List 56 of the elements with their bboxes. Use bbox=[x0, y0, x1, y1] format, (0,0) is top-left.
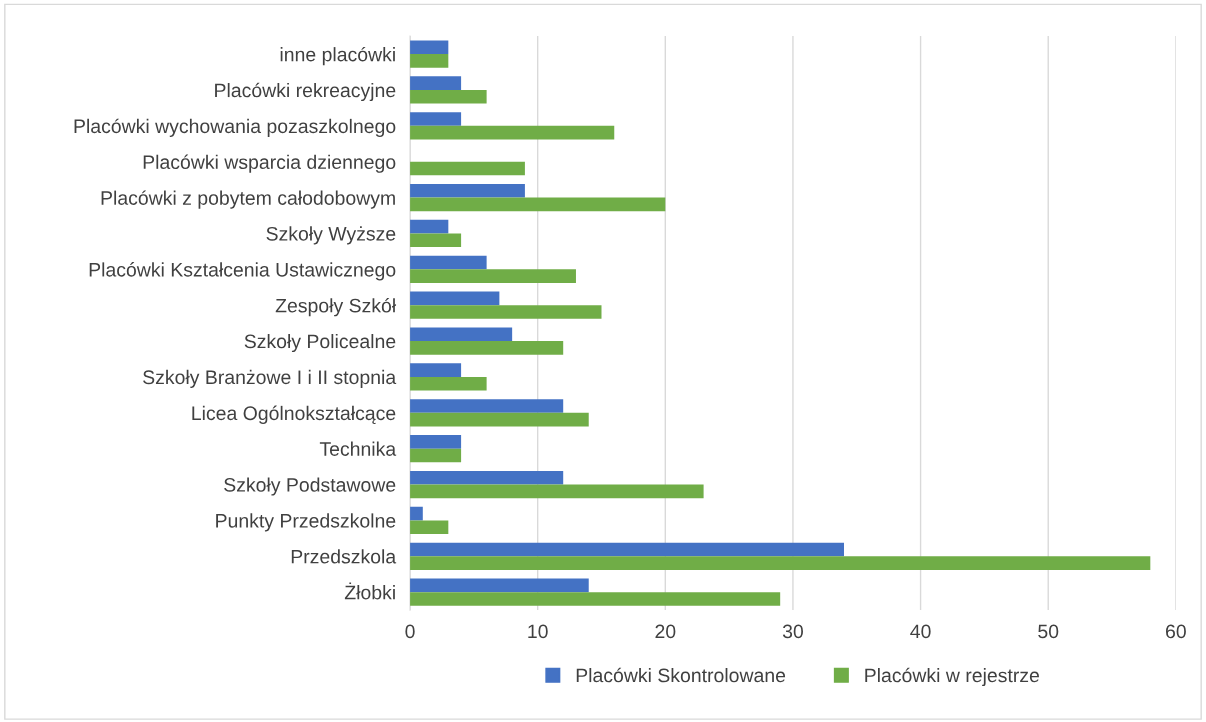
bar bbox=[410, 435, 462, 449]
bar bbox=[410, 76, 462, 90]
bar bbox=[410, 448, 462, 463]
bar bbox=[410, 233, 462, 248]
bar bbox=[410, 305, 602, 319]
bar bbox=[410, 592, 781, 606]
y-tick-label: Szkoły Wyższe bbox=[266, 226, 396, 245]
bar bbox=[410, 578, 589, 593]
y-tick-label: Szkoły Podstawowe bbox=[224, 477, 396, 496]
y-tick-label: Placówki Kształcenia Ustawicznego bbox=[89, 262, 396, 281]
bar bbox=[410, 327, 513, 342]
y-tick-label: Placówki wychowania pozaszkolnego bbox=[74, 118, 396, 137]
bar bbox=[410, 399, 564, 413]
bar bbox=[410, 363, 462, 377]
bar bbox=[410, 89, 487, 104]
bar bbox=[410, 542, 844, 557]
bar bbox=[410, 506, 423, 521]
x-tick-label: 10 bbox=[528, 624, 548, 639]
legend-label: Placówki Skontrolowane bbox=[576, 667, 786, 683]
bar bbox=[410, 269, 576, 283]
x-tick-label: 0 bbox=[405, 624, 415, 639]
y-tick-label: Licea Ogólnokształcące bbox=[192, 405, 396, 424]
y-tick-label: Placówki rekreacyjne bbox=[215, 82, 396, 102]
y-tick-label: Szkoły Policealne bbox=[244, 333, 396, 353]
x-tick-label: 20 bbox=[655, 624, 676, 639]
bar bbox=[410, 470, 564, 485]
bar bbox=[410, 161, 525, 176]
bar bbox=[410, 112, 462, 126]
y-tick-label: Punkty Przedszkolne bbox=[216, 513, 396, 532]
bar bbox=[410, 484, 704, 499]
y-tick-label: Zespoły Szkół bbox=[275, 298, 397, 317]
bar bbox=[410, 125, 615, 140]
x-tick-label: 60 bbox=[1166, 624, 1186, 639]
bar bbox=[410, 376, 487, 391]
bar bbox=[410, 520, 449, 535]
bar bbox=[410, 341, 564, 355]
x-tick-label: 40 bbox=[910, 624, 931, 639]
bar bbox=[410, 556, 1151, 570]
legend-label: Placówki w rejestrze bbox=[865, 667, 1039, 687]
bar bbox=[410, 255, 487, 270]
x-tick-label: 50 bbox=[1038, 624, 1059, 639]
y-tick-label: Przedszkola bbox=[291, 549, 397, 564]
bar bbox=[410, 291, 500, 306]
bar bbox=[410, 54, 449, 68]
x-tick-label: 30 bbox=[782, 624, 803, 639]
bar bbox=[410, 219, 449, 234]
bar bbox=[410, 197, 666, 212]
y-tick-label: Placówki z pobytem całodobowym bbox=[101, 190, 395, 209]
bar bbox=[410, 40, 449, 55]
y-tick-label: Technika bbox=[319, 441, 397, 456]
y-tick-label: Żłobki bbox=[344, 582, 395, 600]
y-tick-label: Placówki wsparcia dziennego bbox=[143, 154, 396, 173]
y-tick-label: inne placówki bbox=[280, 46, 395, 66]
y-tick-label: Szkoły Branżowe I i II stopnia bbox=[143, 369, 397, 388]
bar bbox=[410, 412, 589, 427]
bar bbox=[410, 183, 525, 198]
